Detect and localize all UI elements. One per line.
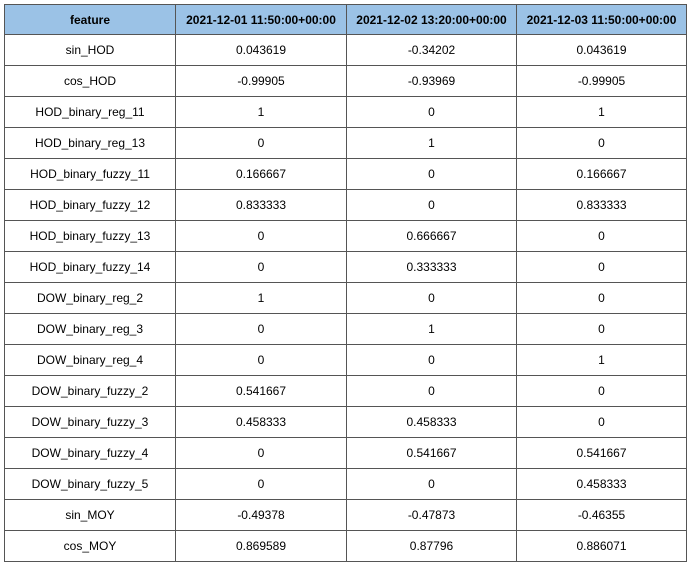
value-cell-date-3: 0.166667 — [516, 158, 687, 190]
value-cell-date-1: 0 — [175, 220, 347, 252]
value-cell-date-2: 0 — [346, 344, 517, 376]
feature-name-cell: DOW_binary_fuzzy_5 — [4, 468, 176, 500]
table-row: DOW_binary_fuzzy_2 0.541667 0 0 — [4, 375, 687, 407]
column-header-date-2: 2021-12-02 13:20:00+00:00 — [346, 4, 517, 35]
table-row: DOW_binary_fuzzy_4 0 0.541667 0.541667 — [4, 437, 687, 469]
feature-name-cell: HOD_binary_reg_11 — [4, 96, 176, 128]
value-cell-date-3: 0.886071 — [516, 530, 687, 562]
value-cell-date-3: 1 — [516, 96, 687, 128]
value-cell-date-2: -0.47873 — [346, 499, 517, 531]
table-row: cos_MOY 0.869589 0.87796 0.886071 — [4, 530, 687, 562]
value-cell-date-3: 0.458333 — [516, 468, 687, 500]
value-cell-date-2: 0.458333 — [346, 406, 517, 438]
feature-name-cell: DOW_binary_reg_2 — [4, 282, 176, 314]
value-cell-date-3: 0 — [516, 375, 687, 407]
table-row: cos_HOD -0.99905 -0.93969 -0.99905 — [4, 65, 687, 97]
value-cell-date-1: -0.49378 — [175, 499, 347, 531]
value-cell-date-2: 0 — [346, 468, 517, 500]
feature-name-cell: DOW_binary_fuzzy_2 — [4, 375, 176, 407]
table-row: HOD_binary_fuzzy_13 0 0.666667 0 — [4, 220, 687, 252]
value-cell-date-3: 0 — [516, 313, 687, 345]
value-cell-date-3: -0.46355 — [516, 499, 687, 531]
value-cell-date-3: 0.541667 — [516, 437, 687, 469]
value-cell-date-1: 0 — [175, 127, 347, 159]
value-cell-date-3: 0 — [516, 282, 687, 314]
feature-name-cell: DOW_binary_fuzzy_3 — [4, 406, 176, 438]
value-cell-date-1: 0 — [175, 251, 347, 283]
value-cell-date-2: 0.666667 — [346, 220, 517, 252]
table-header: feature 2021-12-01 11:50:00+00:00 2021-1… — [4, 4, 687, 35]
value-cell-date-2: -0.34202 — [346, 34, 517, 66]
value-cell-date-2: 0.87796 — [346, 530, 517, 562]
value-cell-date-1: 1 — [175, 96, 347, 128]
column-header-feature: feature — [4, 4, 176, 35]
feature-table-container: feature 2021-12-01 11:50:00+00:00 2021-1… — [4, 4, 687, 562]
feature-name-cell: sin_MOY — [4, 499, 176, 531]
feature-name-cell: sin_HOD — [4, 34, 176, 66]
value-cell-date-3: 0 — [516, 220, 687, 252]
table-row: DOW_binary_fuzzy_3 0.458333 0.458333 0 — [4, 406, 687, 438]
table-row: DOW_binary_reg_3 0 1 0 — [4, 313, 687, 345]
value-cell-date-2: 0.333333 — [346, 251, 517, 283]
value-cell-date-1: 0.833333 — [175, 189, 347, 221]
feature-name-cell: HOD_binary_fuzzy_14 — [4, 251, 176, 283]
table-row: DOW_binary_reg_4 0 0 1 — [4, 344, 687, 376]
value-cell-date-1: 0.166667 — [175, 158, 347, 190]
feature-name-cell: HOD_binary_reg_13 — [4, 127, 176, 159]
table-row: HOD_binary_reg_11 1 0 1 — [4, 96, 687, 128]
value-cell-date-1: 0 — [175, 344, 347, 376]
value-cell-date-2: 0 — [346, 189, 517, 221]
table-row: DOW_binary_reg_2 1 0 0 — [4, 282, 687, 314]
table-row: sin_MOY -0.49378 -0.47873 -0.46355 — [4, 499, 687, 531]
table-row: HOD_binary_fuzzy_11 0.166667 0 0.166667 — [4, 158, 687, 190]
value-cell-date-2: 0.541667 — [346, 437, 517, 469]
value-cell-date-1: 0.458333 — [175, 406, 347, 438]
feature-table: feature 2021-12-01 11:50:00+00:00 2021-1… — [4, 4, 687, 562]
value-cell-date-2: 1 — [346, 313, 517, 345]
feature-name-cell: cos_MOY — [4, 530, 176, 562]
value-cell-date-2: 0 — [346, 375, 517, 407]
feature-name-cell: HOD_binary_fuzzy_13 — [4, 220, 176, 252]
value-cell-date-3: -0.99905 — [516, 65, 687, 97]
value-cell-date-1: 0.043619 — [175, 34, 347, 66]
feature-name-cell: DOW_binary_reg_4 — [4, 344, 176, 376]
value-cell-date-1: 0.869589 — [175, 530, 347, 562]
table-row: HOD_binary_fuzzy_12 0.833333 0 0.833333 — [4, 189, 687, 221]
value-cell-date-2: 0 — [346, 282, 517, 314]
value-cell-date-2: 1 — [346, 127, 517, 159]
feature-name-cell: DOW_binary_reg_3 — [4, 313, 176, 345]
feature-name-cell: HOD_binary_fuzzy_12 — [4, 189, 176, 221]
value-cell-date-3: 0.043619 — [516, 34, 687, 66]
value-cell-date-1: 1 — [175, 282, 347, 314]
value-cell-date-3: 0.833333 — [516, 189, 687, 221]
value-cell-date-3: 0 — [516, 251, 687, 283]
table-row: HOD_binary_reg_13 0 1 0 — [4, 127, 687, 159]
table-row: HOD_binary_fuzzy_14 0 0.333333 0 — [4, 251, 687, 283]
value-cell-date-1: 0 — [175, 437, 347, 469]
table-row: DOW_binary_fuzzy_5 0 0 0.458333 — [4, 468, 687, 500]
header-row: feature 2021-12-01 11:50:00+00:00 2021-1… — [4, 4, 687, 35]
feature-name-cell: HOD_binary_fuzzy_11 — [4, 158, 176, 190]
value-cell-date-1: 0 — [175, 313, 347, 345]
feature-name-cell: cos_HOD — [4, 65, 176, 97]
table-body: sin_HOD 0.043619 -0.34202 0.043619 cos_HOD -0… — [4, 34, 687, 562]
value-cell-date-1: 0 — [175, 468, 347, 500]
value-cell-date-1: -0.99905 — [175, 65, 347, 97]
value-cell-date-2: 0 — [346, 158, 517, 190]
value-cell-date-1: 0.541667 — [175, 375, 347, 407]
value-cell-date-3: 1 — [516, 344, 687, 376]
column-header-date-1: 2021-12-01 11:50:00+00:00 — [175, 4, 347, 35]
value-cell-date-2: 0 — [346, 96, 517, 128]
column-header-date-3: 2021-12-03 11:50:00+00:00 — [516, 4, 687, 35]
value-cell-date-3: 0 — [516, 127, 687, 159]
value-cell-date-2: -0.93969 — [346, 65, 517, 97]
feature-name-cell: DOW_binary_fuzzy_4 — [4, 437, 176, 469]
value-cell-date-3: 0 — [516, 406, 687, 438]
table-row: sin_HOD 0.043619 -0.34202 0.043619 — [4, 34, 687, 66]
